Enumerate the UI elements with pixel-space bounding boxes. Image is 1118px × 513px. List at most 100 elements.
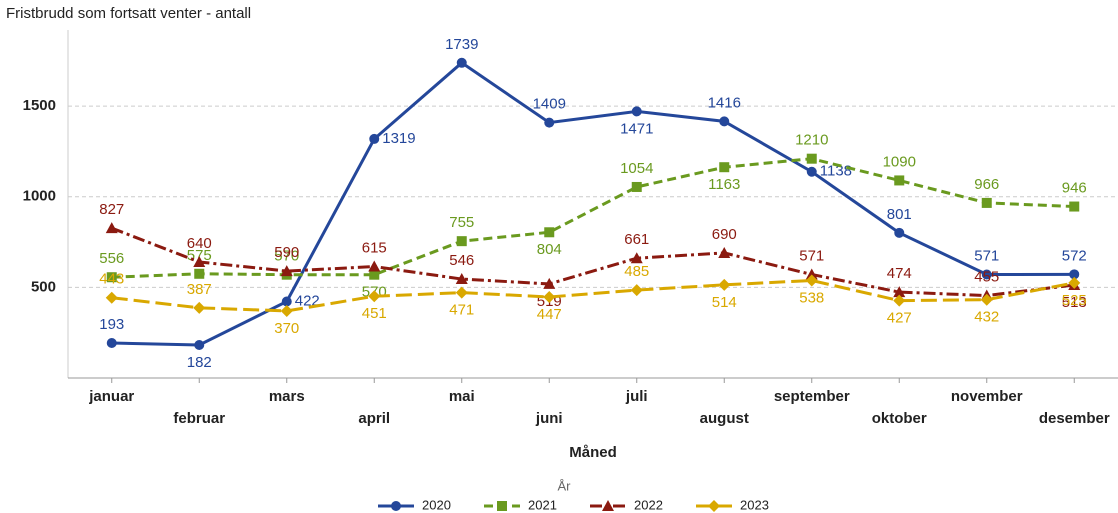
x-tick-label: februar (173, 410, 225, 427)
point (1068, 276, 1081, 289)
point (718, 278, 731, 291)
data-label: 1090 (883, 153, 916, 170)
point (455, 286, 468, 299)
point (369, 133, 380, 144)
point (543, 277, 556, 289)
data-label: 193 (99, 316, 124, 333)
data-label: 432 (974, 309, 999, 326)
point (105, 291, 118, 304)
series-line (111, 60, 1075, 347)
point (719, 162, 730, 173)
point (806, 166, 817, 177)
data-label: 690 (712, 226, 737, 243)
point (105, 222, 118, 234)
data-label: 571 (799, 247, 824, 264)
legend-item: 2021 (484, 497, 557, 512)
point (455, 273, 468, 285)
data-label: 827 (99, 201, 124, 218)
legend-marker (497, 501, 507, 511)
point (280, 304, 293, 317)
point (630, 252, 643, 264)
data-label: 1739 (445, 36, 478, 53)
legend-marker (391, 501, 401, 511)
point (543, 290, 556, 303)
point (894, 175, 905, 186)
data-label: 471 (449, 302, 474, 319)
data-label: 570 (274, 248, 299, 265)
data-label: 1471 (620, 120, 653, 137)
data-label: 1138 (820, 163, 852, 180)
data-label: 455 (974, 269, 999, 286)
data-label: 1319 (382, 130, 415, 147)
point (369, 269, 380, 280)
x-tick-label: desember (1039, 410, 1110, 427)
series-line (111, 157, 1075, 279)
y-tick-label: 1500 (23, 97, 56, 114)
x-tick-label: august (700, 410, 749, 427)
data-label: 755 (449, 214, 474, 231)
data-label: 427 (887, 310, 912, 327)
series-line (111, 278, 1075, 313)
point (718, 246, 731, 258)
data-label: 525 (1062, 292, 1087, 309)
data-label: 804 (537, 241, 562, 258)
data-label: 546 (449, 252, 474, 269)
x-tick-label: januar (88, 388, 134, 405)
data-label: 572 (1062, 247, 1087, 264)
point (193, 301, 206, 314)
chart-title: Fristbrudd som fortsatt venter - antall (6, 5, 251, 22)
point (805, 274, 818, 287)
data-label: 590 (274, 244, 299, 261)
legend-label: 2022 (634, 497, 663, 512)
point (106, 338, 117, 349)
x-tick-label: mars (269, 388, 305, 405)
data-label: 513 (1062, 294, 1087, 311)
point (980, 293, 993, 306)
point (719, 116, 730, 127)
legend-item: 2022 (590, 497, 663, 512)
data-label: 615 (362, 240, 387, 257)
data-label: 447 (537, 306, 562, 323)
point (893, 286, 906, 298)
data-label: 1210 (795, 132, 828, 149)
point (1069, 269, 1080, 280)
point (805, 268, 818, 280)
data-label: 571 (974, 247, 999, 264)
point (456, 57, 467, 68)
legend-label: 2021 (528, 497, 557, 512)
point (893, 294, 906, 307)
data-label: 1409 (533, 96, 566, 113)
point (981, 197, 992, 208)
point (544, 117, 555, 128)
legend-marker (602, 500, 614, 511)
data-label: 474 (887, 265, 912, 282)
y-tick-label: 1000 (23, 188, 56, 205)
legend-marker (708, 500, 720, 512)
legend-item: 2020 (378, 497, 451, 512)
data-label: 485 (624, 263, 649, 280)
point (544, 227, 555, 238)
legend-title: År (558, 478, 572, 493)
point (281, 296, 292, 307)
point (806, 153, 817, 164)
x-tick-label: oktober (872, 410, 927, 427)
point (456, 236, 467, 247)
legend-label: 2020 (422, 497, 451, 512)
x-tick-label: juni (535, 410, 563, 427)
y-tick-label: 500 (31, 278, 56, 295)
data-label: 451 (362, 305, 387, 322)
data-label: 556 (99, 250, 124, 267)
data-label: 182 (187, 354, 212, 371)
data-label: 1054 (620, 160, 653, 177)
x-axis-title: Måned (569, 444, 617, 461)
data-label: 1416 (708, 94, 741, 111)
point (1069, 201, 1080, 212)
series-line (111, 226, 1075, 298)
legend-item: 2023 (696, 497, 769, 512)
point (106, 272, 117, 283)
point (981, 269, 992, 280)
data-label: 966 (974, 176, 999, 193)
x-tick-label: juli (625, 388, 648, 405)
x-tick-label: september (774, 388, 850, 405)
